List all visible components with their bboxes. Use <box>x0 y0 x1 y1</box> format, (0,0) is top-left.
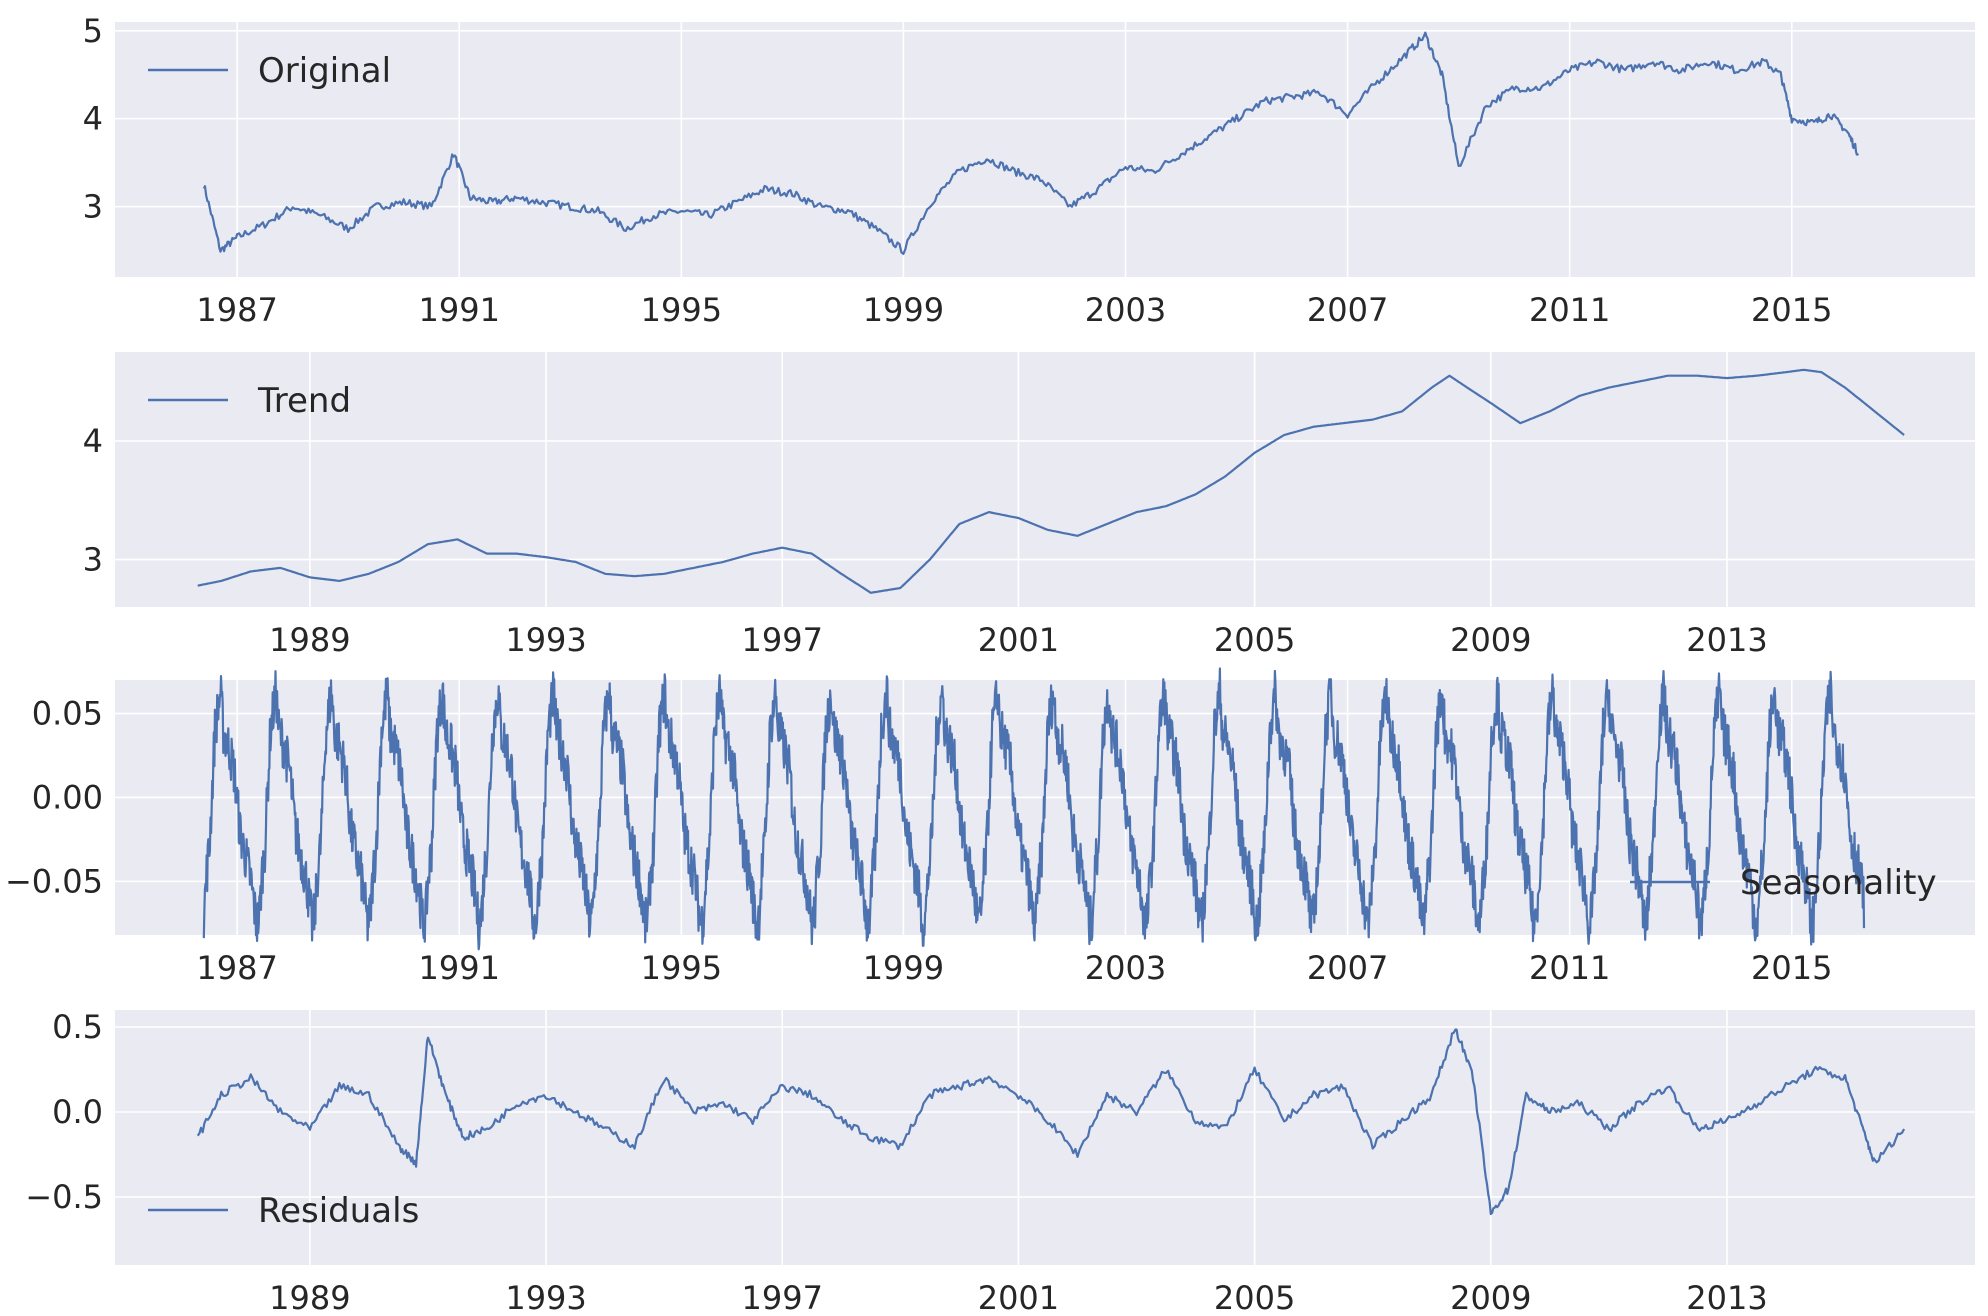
x-tick-label: 2009 <box>1450 621 1531 659</box>
y-tick-label: 3 <box>83 541 103 579</box>
legend-label: Trend <box>257 381 351 421</box>
panel-trend: 1989 1993 1997 2001 2005 2009 2013 3 4 Trend <box>83 352 1975 659</box>
x-tick-label: 1987 <box>196 291 277 329</box>
y-tick-label: 0.5 <box>52 1008 103 1046</box>
panel-original: 1987 1991 1995 1999 2003 2007 2011 2015 3 4 5 Origi… <box>83 12 1975 329</box>
y-tick-label: 0.0 <box>52 1093 103 1131</box>
x-tick-label: 2007 <box>1307 949 1388 987</box>
x-tick-label: 1999 <box>863 949 944 987</box>
x-tick-label: 2001 <box>978 621 1059 659</box>
x-tick-label: 2005 <box>1214 1279 1295 1316</box>
series-line-original <box>202 31 1860 255</box>
legend-label: Original <box>258 51 391 91</box>
plot-area <box>115 1010 1975 1265</box>
x-tick-label: 2003 <box>1085 949 1166 987</box>
x-tick-label: 1997 <box>742 621 823 659</box>
plot-area <box>115 352 1975 607</box>
x-tick-label: 1995 <box>641 949 722 987</box>
x-tick-label: 2015 <box>1751 949 1832 987</box>
y-tick-label: −0.05 <box>5 862 103 900</box>
x-tick-label: 2001 <box>978 1279 1059 1316</box>
x-tick-label: 2007 <box>1307 291 1388 329</box>
x-tick-label: 1993 <box>505 1279 586 1316</box>
x-tick-label: 2003 <box>1085 291 1166 329</box>
x-tick-label: 2013 <box>1686 621 1767 659</box>
y-tick-label: −0.5 <box>25 1178 103 1216</box>
plot-area <box>115 22 1975 277</box>
x-tick-label: 2011 <box>1529 949 1610 987</box>
x-tick-label: 1991 <box>419 949 500 987</box>
y-tick-label: 0.00 <box>32 778 103 816</box>
y-tick-label: 5 <box>83 12 103 50</box>
y-tick-label: 4 <box>83 100 103 138</box>
series-line-residuals <box>196 1028 1906 1216</box>
x-tick-label: 2009 <box>1450 1279 1531 1316</box>
x-tick-label: 2013 <box>1686 1279 1767 1316</box>
panel-seasonality: 1987 1991 1995 1999 2003 2007 2011 2015 0.05 0.00… <box>5 667 1975 987</box>
x-tick-label: 1995 <box>641 291 722 329</box>
y-tick-label: 3 <box>83 188 103 226</box>
panel-residuals: 1989 1993 1997 2001 2005 2009 2013 0.5 0.0 −0.5 Re… <box>25 1008 1975 1316</box>
series-line-seasonality <box>202 667 1866 951</box>
x-tick-label: 1991 <box>419 291 500 329</box>
x-tick-label: 1993 <box>505 621 586 659</box>
x-tick-label: 2011 <box>1529 291 1610 329</box>
x-tick-label: 1987 <box>196 949 277 987</box>
legend-label: Residuals <box>258 1191 419 1231</box>
x-tick-label: 2005 <box>1214 621 1295 659</box>
x-tick-label: 1997 <box>742 1279 823 1316</box>
legend-label: Seasonality <box>1740 863 1937 903</box>
y-tick-label: 0.05 <box>32 695 103 733</box>
x-tick-label: 1989 <box>269 621 350 659</box>
series-line-trend <box>197 368 1905 594</box>
x-tick-label: 1989 <box>269 1279 350 1316</box>
x-tick-label: 2015 <box>1751 291 1832 329</box>
y-tick-label: 4 <box>83 422 103 460</box>
x-tick-label: 1999 <box>863 291 944 329</box>
